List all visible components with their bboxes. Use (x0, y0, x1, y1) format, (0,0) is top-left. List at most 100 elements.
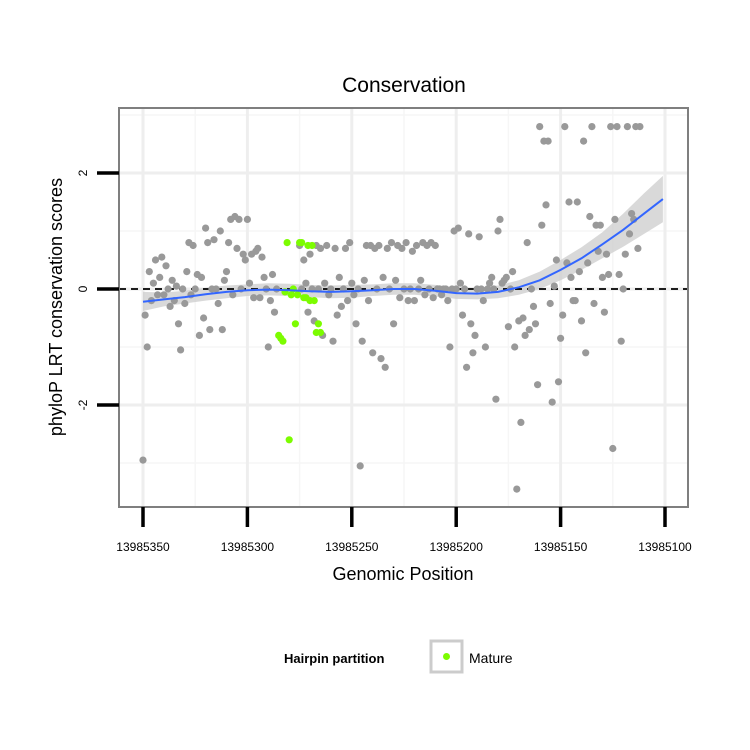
point-other (258, 253, 266, 261)
point-other (557, 334, 565, 342)
point-other (561, 123, 569, 131)
point-other (191, 285, 199, 293)
point-other (206, 326, 214, 334)
x-axis-title: Genomic Position (332, 564, 473, 584)
point-other (381, 363, 389, 371)
point-other (582, 349, 590, 357)
point-other (235, 215, 243, 223)
x-tick-label: 13985100 (638, 540, 692, 554)
y-axis: -2 0 2 (76, 169, 119, 410)
point-other (331, 244, 339, 252)
point-other (613, 123, 621, 131)
smooth-curve (142, 198, 664, 303)
point-other (452, 285, 460, 293)
point-other (538, 221, 546, 229)
point-other (536, 123, 544, 131)
legend-label-mature: Mature (469, 650, 513, 666)
point-other (375, 241, 383, 250)
point-other (611, 215, 619, 223)
point-other (350, 291, 358, 299)
point-other (525, 326, 533, 334)
point-other (502, 273, 510, 281)
point-other (471, 331, 479, 339)
point-other (534, 381, 542, 389)
point-other (264, 343, 272, 351)
point-other (492, 395, 500, 403)
point-other (166, 302, 174, 310)
point-other (542, 201, 550, 209)
point-other (454, 224, 462, 232)
point-other (243, 215, 251, 223)
legend-title: Hairpin partition (284, 651, 384, 666)
point-other (544, 137, 552, 145)
point-other (467, 320, 475, 328)
point-other (218, 326, 226, 334)
point-other (156, 273, 164, 281)
point-other (580, 137, 588, 145)
point-other (341, 244, 350, 252)
point-other (143, 343, 151, 351)
point-other (408, 247, 416, 255)
point-other (575, 268, 584, 276)
x-tick-label: 13985300 (221, 540, 275, 554)
point-other (197, 273, 206, 281)
point-other (483, 285, 492, 293)
point-other (352, 320, 360, 328)
point-other (200, 314, 208, 322)
point-other (521, 331, 529, 339)
point-other (250, 294, 258, 302)
point-other (141, 311, 149, 319)
point-other (266, 297, 274, 305)
point-other (461, 285, 469, 293)
point-other (160, 291, 168, 299)
point-other (151, 256, 160, 264)
point-other (335, 273, 343, 281)
point-other (333, 311, 341, 319)
point-other (202, 224, 210, 232)
point-other (438, 291, 446, 299)
point-other (306, 250, 314, 258)
point-other (183, 268, 191, 276)
point-mature (298, 239, 306, 247)
point-other (458, 311, 467, 319)
point-other (344, 297, 352, 305)
point-other (531, 320, 540, 328)
point-other (316, 244, 325, 252)
point-other (212, 285, 220, 293)
point-other (402, 239, 410, 247)
smooth-line (142, 198, 664, 303)
point-other (410, 297, 418, 305)
point-other (398, 244, 406, 252)
x-tick-label: 13985200 (430, 540, 484, 554)
point-other (584, 259, 592, 267)
point-other (577, 317, 586, 325)
point-other (554, 378, 563, 386)
point-other (304, 308, 312, 316)
point-other (513, 485, 521, 493)
point-other (504, 323, 512, 331)
point-other (149, 279, 157, 287)
point-other (387, 239, 396, 247)
point-other (456, 279, 464, 287)
point-other (241, 256, 249, 264)
point-other (621, 250, 629, 258)
point-other (164, 285, 172, 293)
point-mature (283, 239, 291, 247)
point-other (390, 320, 398, 328)
point-other (600, 308, 609, 316)
point-other (260, 273, 268, 281)
point-other (168, 276, 176, 284)
legend: Hairpin partition Mature (284, 639, 513, 674)
point-other (567, 273, 575, 281)
point-other (609, 444, 617, 453)
legend-key-mature (443, 653, 450, 660)
x-axis: 13985350 13985300 13985250 13985200 13985150… (116, 507, 692, 554)
point-other (181, 299, 189, 308)
point-other (210, 236, 218, 244)
point-other (429, 294, 437, 302)
point-other (590, 299, 598, 308)
point-other (475, 233, 483, 241)
point-other (469, 349, 477, 357)
point-other (379, 273, 387, 281)
point-other (256, 294, 264, 302)
